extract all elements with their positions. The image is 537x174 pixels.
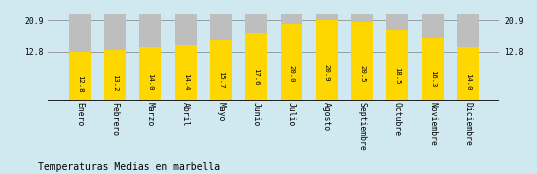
Bar (210, 41, 232, 101)
Bar (140, 47, 161, 101)
Bar (387, 14, 408, 101)
Text: Temperaturas Medias en marbella: Temperaturas Medias en marbella (38, 162, 220, 172)
Text: 20.0: 20.0 (288, 65, 294, 83)
Text: 14.0: 14.0 (147, 73, 154, 91)
Text: 14.0: 14.0 (465, 73, 471, 91)
Bar (316, 21, 338, 101)
Bar (69, 14, 91, 101)
Text: 12.8: 12.8 (77, 75, 83, 92)
Bar (104, 50, 126, 101)
Bar (245, 33, 267, 101)
Bar (140, 14, 161, 101)
Bar (316, 14, 338, 101)
Text: 20.9: 20.9 (324, 64, 330, 81)
Bar (457, 47, 479, 101)
Bar (175, 45, 197, 101)
Text: 14.4: 14.4 (183, 73, 188, 90)
Text: 18.5: 18.5 (394, 67, 401, 85)
Bar (245, 14, 267, 101)
Text: 15.7: 15.7 (218, 71, 224, 89)
Bar (422, 14, 444, 101)
Text: 13.2: 13.2 (112, 74, 118, 92)
Bar (280, 24, 302, 101)
Bar (175, 14, 197, 101)
Bar (457, 14, 479, 101)
Bar (422, 38, 444, 101)
Text: 17.6: 17.6 (253, 68, 259, 86)
Bar (387, 30, 408, 101)
Bar (351, 14, 373, 101)
Bar (210, 14, 232, 101)
Bar (104, 14, 126, 101)
Bar (351, 22, 373, 101)
Bar (69, 52, 91, 101)
Text: 16.3: 16.3 (430, 70, 436, 88)
Text: 20.5: 20.5 (359, 65, 365, 82)
Bar (280, 14, 302, 101)
